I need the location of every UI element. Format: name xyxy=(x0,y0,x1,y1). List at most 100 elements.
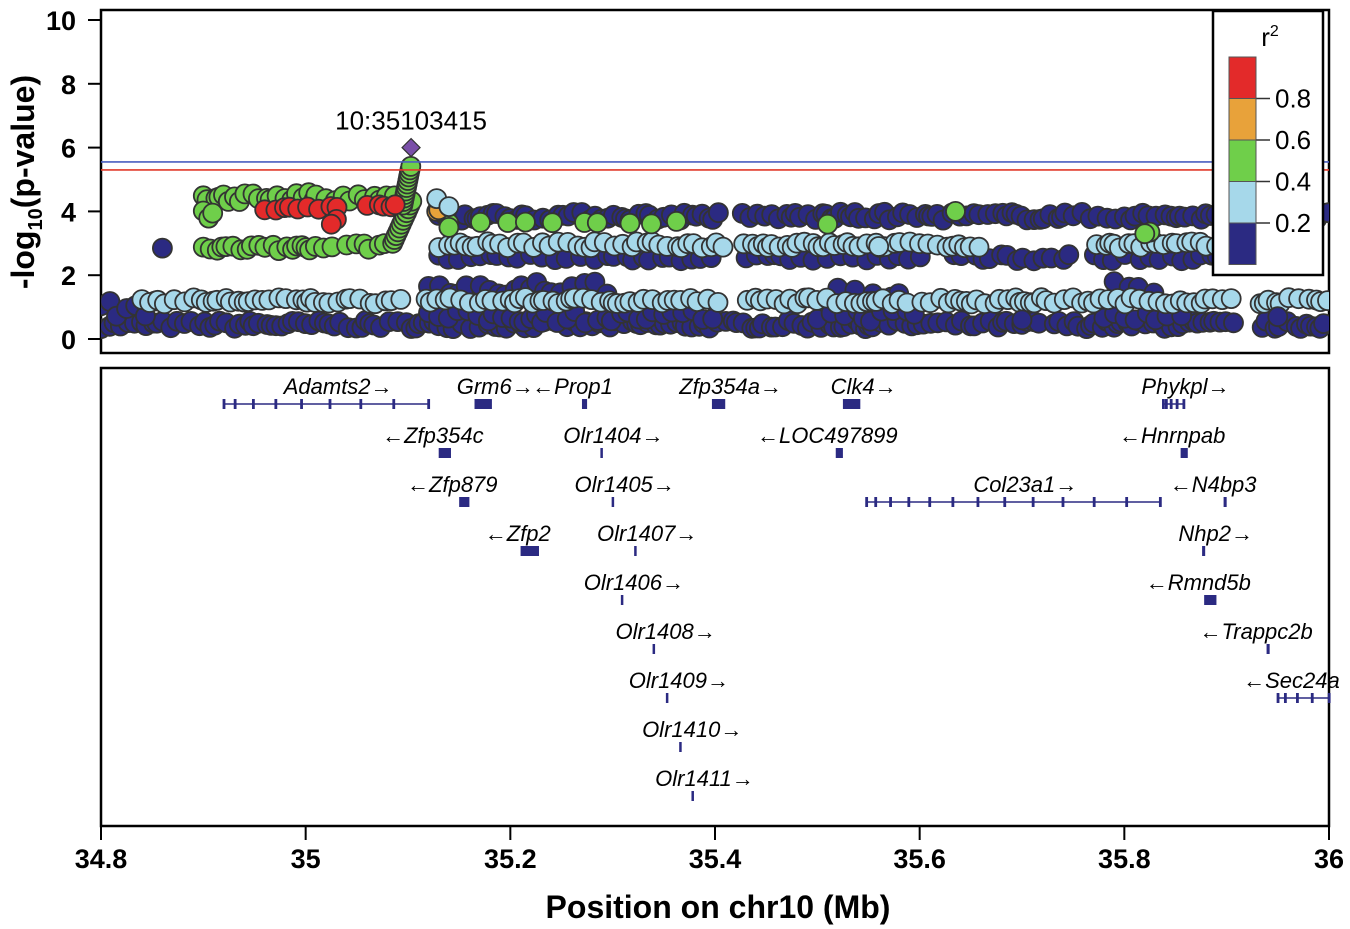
snp-point xyxy=(1058,244,1080,266)
gene-label: Olr1409→ xyxy=(629,668,729,693)
gene-prop1: ←Prop1 xyxy=(532,374,613,409)
gene-olr1409: Olr1409→ xyxy=(629,668,729,703)
exon xyxy=(1158,497,1162,507)
exon xyxy=(1175,399,1179,409)
gene-body xyxy=(438,448,451,458)
gene-label: Olr1406→ xyxy=(584,570,684,595)
gene-body xyxy=(842,399,861,409)
snp-point xyxy=(707,291,729,313)
gene-body xyxy=(691,791,694,801)
gene-annotations: Adamts2→ Grm6→←Prop1 Zfp354a→ Clk4→ Phykpl→ ←… xyxy=(222,374,1340,801)
snp-point xyxy=(151,237,173,259)
y-axis-label-prefix: -log xyxy=(5,230,41,289)
exon xyxy=(251,399,255,409)
snp-point xyxy=(541,212,563,234)
legend-bin xyxy=(1228,98,1257,141)
gene-body xyxy=(1204,595,1217,605)
gene-label: Olr1411→ xyxy=(655,766,754,791)
y-tick-label: 0 xyxy=(61,325,76,355)
legend-label: 0.8 xyxy=(1275,84,1311,114)
gene-label: ←N4bp3 xyxy=(1170,472,1258,497)
x-axis: 34.8 35 35.2 35.4 35.6 35.8 36 xyxy=(75,826,1344,874)
gene-label: Olr1410→ xyxy=(642,717,742,742)
exon xyxy=(1296,693,1299,703)
snp-point xyxy=(666,210,687,232)
exon xyxy=(1061,497,1065,507)
gene-olr1411: Olr1411→ xyxy=(655,766,754,801)
exon xyxy=(874,497,878,507)
snp-point xyxy=(438,216,460,238)
gene-label: Olr1408→ xyxy=(615,619,715,644)
x-tick-label: 35 xyxy=(291,844,321,874)
gene-body xyxy=(652,644,656,654)
gene-zfp2: ←Zfp2 xyxy=(485,521,551,556)
snp-point xyxy=(438,196,460,218)
gene-label: Olr1404→ xyxy=(563,423,663,448)
snp-point xyxy=(515,211,536,233)
gene-label: Phykpl→ xyxy=(1141,374,1229,399)
gene-olr1404: Olr1404→ xyxy=(563,423,664,458)
gene-phykpl: Phykpl→ xyxy=(1141,374,1229,409)
legend-bin xyxy=(1228,139,1257,182)
exon xyxy=(359,399,363,409)
gene-olr1410: Olr1410→ xyxy=(642,717,742,752)
association-panel: 10:35103415 xyxy=(99,8,1331,355)
gene-label: Olr1405→ xyxy=(575,472,675,497)
snp-point xyxy=(320,213,342,235)
gene-nhp2: Nhp2→ xyxy=(1178,521,1253,556)
gene-body xyxy=(1266,644,1270,654)
gene-n4bp3: ←N4bp3 xyxy=(1170,472,1258,507)
gene-sec24a: ←Sec24a xyxy=(1243,668,1340,703)
exon xyxy=(928,497,932,507)
gene-adamts2: Adamts2→ xyxy=(222,374,431,409)
gene-body xyxy=(665,693,669,703)
gene-body xyxy=(581,399,588,409)
snp-point xyxy=(641,213,662,235)
snp-point xyxy=(390,288,412,310)
gene-loc497899: ←LOC497899 xyxy=(757,423,898,458)
exon xyxy=(889,497,892,507)
snp-point xyxy=(1267,306,1289,328)
gene-olr1407: Olr1407→ xyxy=(597,521,697,556)
snp-point xyxy=(1317,290,1329,311)
snp-points xyxy=(101,155,1329,340)
gene-body xyxy=(634,546,637,556)
snp-point xyxy=(708,202,729,224)
gene-body xyxy=(620,595,624,605)
legend-label: 0.6 xyxy=(1275,125,1311,155)
exon xyxy=(1169,399,1173,409)
gene-label: ←Sec24a xyxy=(1243,668,1340,693)
snp-point xyxy=(1134,223,1156,245)
exon xyxy=(328,399,332,409)
legend-bin xyxy=(1228,181,1257,224)
y-tick-label: 2 xyxy=(61,261,76,291)
exon xyxy=(1182,399,1186,409)
exon xyxy=(1164,399,1168,409)
gene-label: Clk4→ xyxy=(831,374,897,399)
gene-body xyxy=(520,546,539,556)
x-tick-label: 36 xyxy=(1314,844,1344,874)
exon xyxy=(392,399,396,409)
gene-label: ←Rmnd5b xyxy=(1146,570,1251,595)
snp-point xyxy=(1220,288,1242,310)
x-tick-label: 35.8 xyxy=(1098,844,1151,874)
y-axis-label-suffix: (p-value) xyxy=(5,75,41,208)
r2-legend: r2 0.80.60.40.2 xyxy=(1211,9,1325,277)
exon xyxy=(274,399,278,409)
exon xyxy=(1003,497,1007,507)
exon xyxy=(1092,497,1096,507)
gene-body xyxy=(474,399,492,409)
y-axis-label-subscript: 10 xyxy=(25,208,47,230)
snp-point xyxy=(586,212,608,234)
y-tick-label: 4 xyxy=(61,197,76,227)
snp-point xyxy=(202,202,224,224)
exon xyxy=(907,497,911,507)
exon xyxy=(976,497,980,507)
gene-body xyxy=(1202,546,1206,556)
gene-label: ←Zfp354c xyxy=(382,423,484,448)
legend-label: 0.4 xyxy=(1275,167,1311,197)
gene-olr1408: Olr1408→ xyxy=(615,619,716,654)
snp-point xyxy=(1313,313,1329,334)
y-axis: 0 2 4 6 8 10 xyxy=(46,6,101,355)
exon xyxy=(1283,693,1287,703)
